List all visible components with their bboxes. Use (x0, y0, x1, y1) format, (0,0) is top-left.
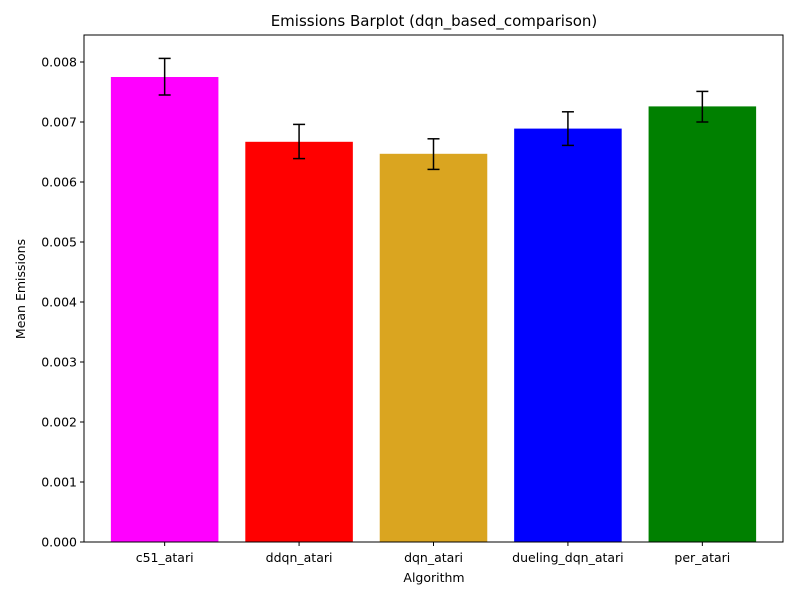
x-tick-label: ddqn_atari (266, 550, 333, 565)
x-tick-label: per_atari (674, 550, 730, 565)
x-axis-title: Algorithm (403, 570, 464, 585)
bar (110, 77, 219, 542)
y-tick-label: 0.001 (41, 475, 77, 490)
plot-area (110, 57, 757, 543)
y-axis-title: Mean Emissions (13, 239, 28, 339)
y-tick-label: 0.004 (41, 295, 77, 310)
y-tick-label: 0.002 (41, 415, 77, 430)
y-tick-label: 0.005 (41, 235, 77, 250)
y-tick-label: 0.008 (41, 55, 77, 70)
y-axis: 0.000 0.001 0.002 0.003 0.004 0.005 0.006 0.007… (41, 55, 84, 550)
plot-frame (83, 34, 784, 543)
x-tick-label: dueling_dqn_atari (512, 550, 623, 565)
bar (245, 141, 353, 543)
x-axis: c51_atari ddqn_atari dqn_atari dueling_dqn_… (136, 542, 730, 565)
chart-title: Emissions Barplot (dqn_based_comparison) (271, 12, 598, 31)
bar (379, 153, 488, 543)
x-tick-label: dqn_atari (404, 550, 463, 565)
bar (648, 106, 757, 543)
y-tick-label: 0.006 (41, 175, 77, 190)
bar (514, 128, 622, 542)
x-tick-label: c51_atari (136, 550, 194, 565)
y-tick-label: 0.000 (41, 535, 77, 550)
y-tick-label: 0.003 (41, 355, 77, 370)
y-tick-label: 0.007 (41, 115, 77, 130)
